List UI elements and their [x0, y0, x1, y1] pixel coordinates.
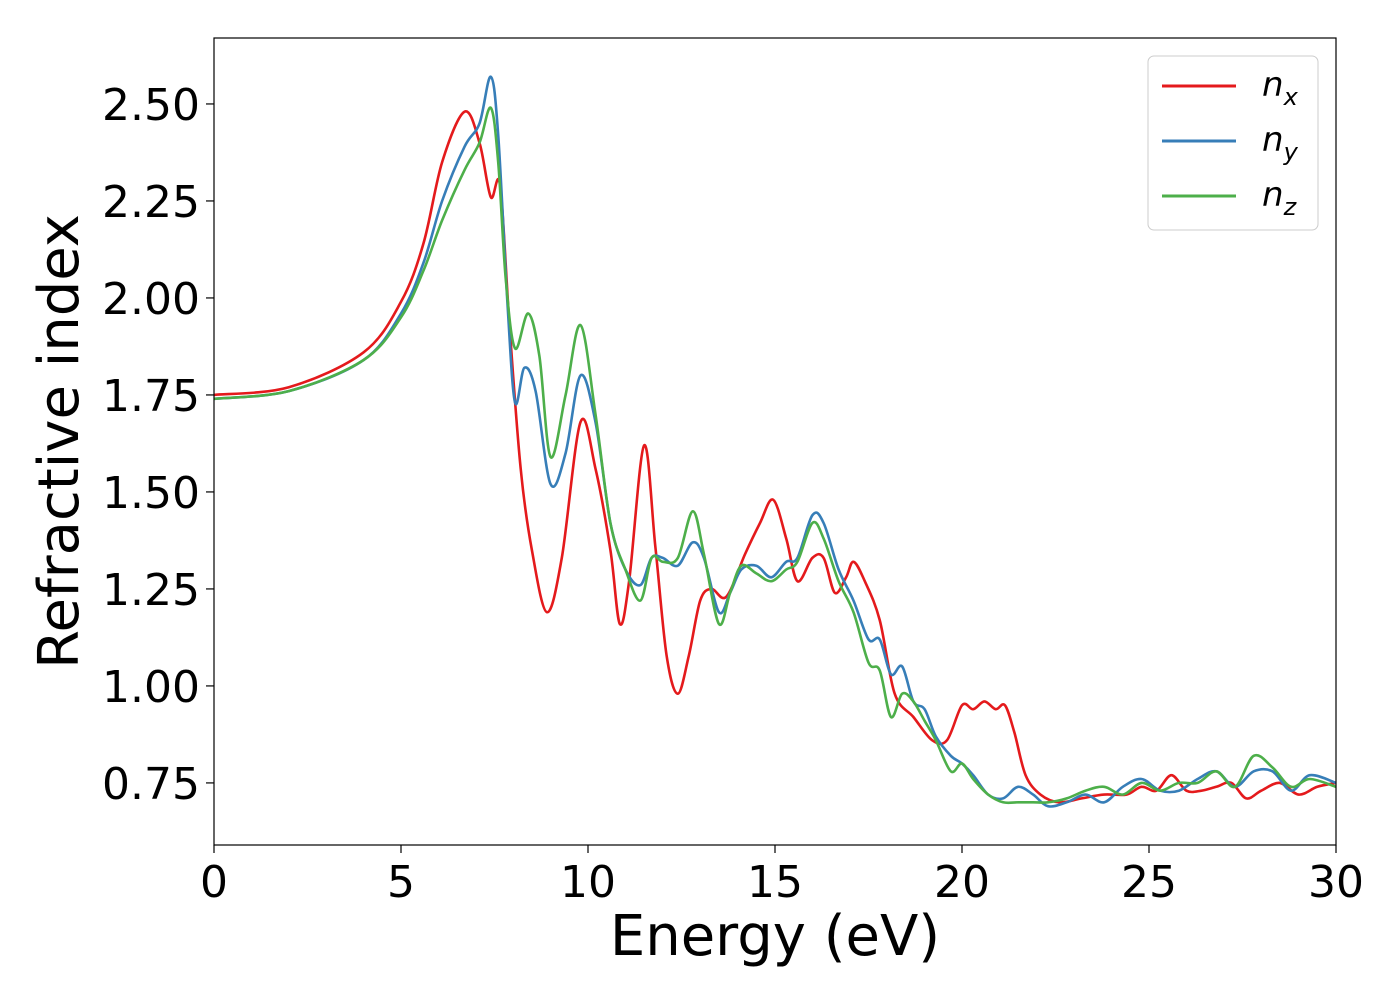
y-axis-ticks: 0.75 1.00 1.25 1.50 1.75 2.00 2.25 2.50 — [102, 80, 214, 810]
y-tick-label: 1.75 — [102, 371, 200, 422]
legend-label-x: nx — [1262, 65, 1299, 111]
x-axis-title: Energy (eV) — [610, 904, 940, 969]
legend-label-base: n — [1262, 120, 1284, 160]
y-tick-label: 2.25 — [102, 177, 200, 228]
y-tick-label: 1.25 — [102, 565, 200, 616]
x-tick-label: 5 — [387, 857, 415, 908]
legend-label-subscript: y — [1283, 138, 1299, 166]
y-tick-label: 1.50 — [102, 468, 200, 519]
x-tick-label: 0 — [200, 857, 228, 908]
y-axis-title: Refractive index — [27, 214, 92, 669]
series-line-y — [214, 75, 1336, 808]
legend-label-subscript: z — [1283, 193, 1298, 221]
y-tick-label: 2.00 — [102, 274, 200, 325]
x-axis-ticks: 0 5 10 15 20 25 30 — [200, 845, 1364, 908]
y-tick-label: 0.75 — [102, 759, 200, 810]
y-tick-label: 2.50 — [102, 80, 200, 131]
legend-label-base: n — [1262, 175, 1284, 215]
legend-label-base: n — [1262, 65, 1284, 105]
series-line-x — [214, 110, 1336, 804]
x-tick-label: 25 — [1121, 857, 1177, 908]
legend-label-y: ny — [1262, 120, 1299, 166]
legend-label-subscript: x — [1283, 83, 1299, 111]
legend-box — [1147, 55, 1319, 231]
x-tick-label: 30 — [1308, 857, 1364, 908]
series-line-z — [214, 106, 1336, 805]
legend-label-z: nz — [1262, 175, 1298, 221]
x-tick-label: 20 — [934, 857, 990, 908]
series-layer — [214, 75, 1336, 808]
x-tick-label: 10 — [560, 857, 616, 908]
x-tick-label: 15 — [747, 857, 803, 908]
y-tick-label: 1.00 — [102, 662, 200, 713]
